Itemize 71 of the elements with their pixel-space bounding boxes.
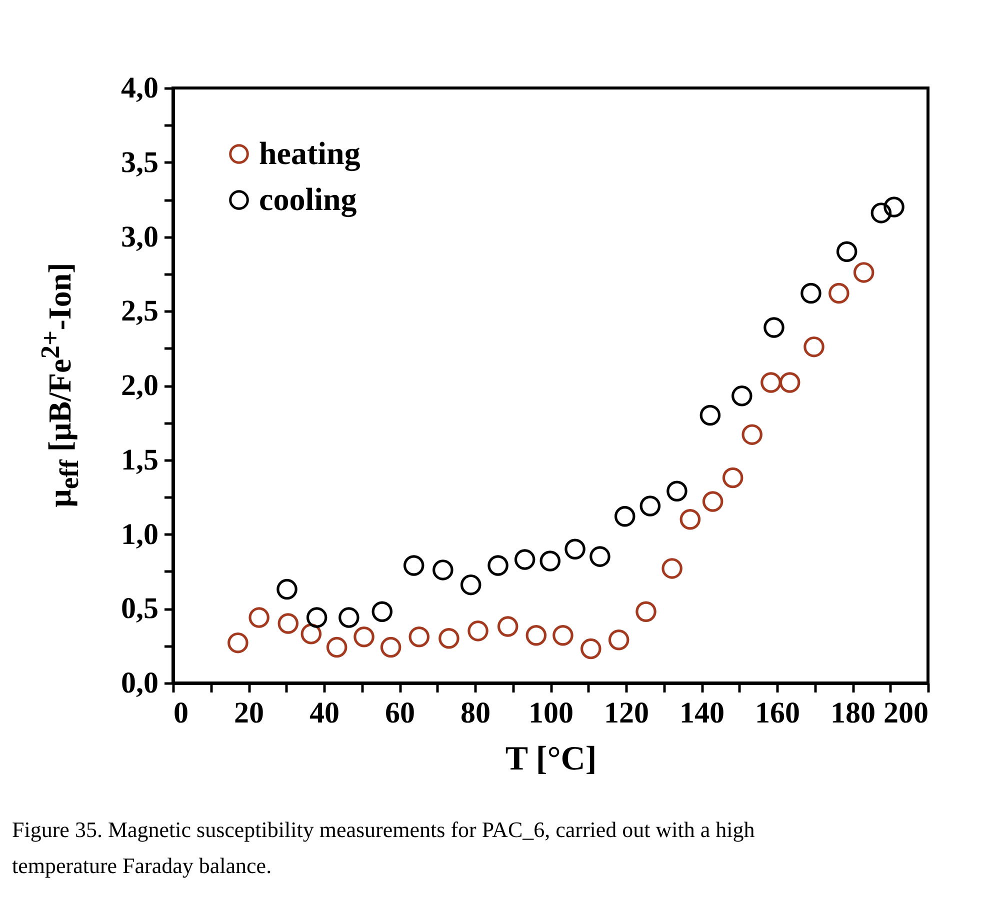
x-tick-label: 160 <box>755 696 800 730</box>
legend-label: cooling <box>259 181 357 218</box>
point <box>540 550 561 572</box>
point <box>564 538 586 560</box>
point <box>326 636 348 658</box>
point <box>590 546 610 567</box>
x-tick-label: 80 <box>460 696 490 730</box>
y-tick-label: 2,0 <box>121 369 158 402</box>
point <box>636 601 656 622</box>
point <box>228 632 248 654</box>
y-tick-label: 1,0 <box>121 518 158 551</box>
x-axis-title: T [°C] <box>505 740 597 778</box>
point <box>828 282 850 304</box>
point <box>497 616 518 637</box>
point <box>700 404 721 426</box>
point <box>372 601 393 622</box>
point <box>354 626 374 648</box>
point <box>278 613 299 634</box>
point <box>276 578 298 600</box>
point <box>680 509 701 530</box>
y-tick-label: 3,5 <box>121 146 158 179</box>
point <box>432 560 454 580</box>
point <box>732 386 752 406</box>
point <box>580 638 602 660</box>
caption: Figure 35. Magnetic susceptibility measurements for PAC_6, carried out with a high temperature Faraday balance. <box>12 816 756 880</box>
point <box>248 607 270 628</box>
legend-label: heating <box>259 135 360 172</box>
y-tick-label: 2,5 <box>121 294 158 328</box>
point <box>460 574 482 596</box>
point <box>666 480 688 502</box>
x-tick-label: 200 <box>884 696 928 730</box>
point <box>764 317 784 338</box>
x-tick-label: 0 <box>174 696 188 730</box>
point <box>779 372 800 393</box>
point <box>526 625 547 646</box>
point <box>552 625 574 646</box>
x-tick-label: 100 <box>528 696 574 730</box>
x-tick-label: 40 <box>310 696 340 730</box>
point <box>306 607 328 628</box>
point <box>836 241 858 262</box>
point <box>403 555 424 576</box>
point <box>640 496 661 516</box>
point <box>488 555 508 576</box>
point <box>468 620 488 642</box>
point <box>884 196 904 218</box>
point <box>800 282 822 304</box>
point <box>804 336 824 358</box>
x-tick-label: 180 <box>830 696 876 730</box>
x-tick-label: 60 <box>385 696 415 730</box>
point <box>614 506 636 527</box>
x-tick-label: 140 <box>680 696 724 730</box>
point <box>380 636 402 658</box>
point <box>722 467 744 488</box>
y-tick-label: 0,0 <box>121 666 158 700</box>
point <box>608 629 630 650</box>
point <box>760 372 782 393</box>
point <box>438 628 460 649</box>
point <box>662 558 682 579</box>
x-tick-label: 120 <box>604 696 649 730</box>
point <box>702 491 724 512</box>
y-tick-label: 3,0 <box>121 220 158 254</box>
point <box>338 607 360 628</box>
point <box>408 626 430 648</box>
y-tick-label: 1,5 <box>121 443 158 476</box>
point <box>853 262 874 283</box>
point <box>514 549 536 570</box>
y-tick-label: 4,0 <box>121 72 158 104</box>
point <box>870 202 892 224</box>
x-tick-label: 20 <box>234 696 264 730</box>
point <box>742 424 762 445</box>
y-tick-label: 0,5 <box>121 592 158 626</box>
